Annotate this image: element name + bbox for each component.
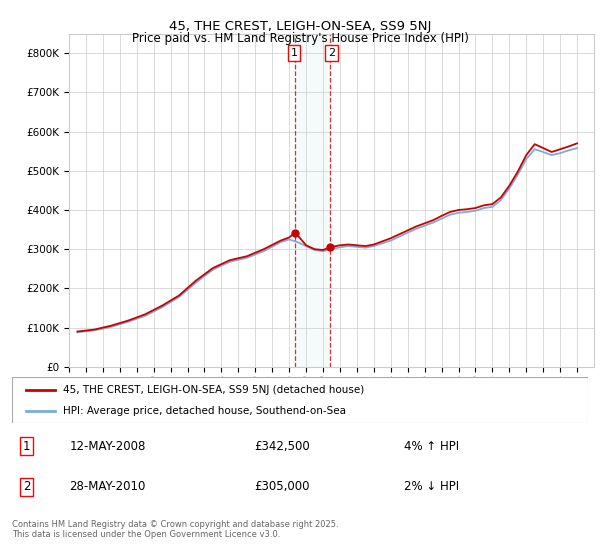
Text: 2% ↓ HPI: 2% ↓ HPI	[404, 480, 459, 493]
Text: 2: 2	[328, 48, 335, 58]
Text: 2: 2	[23, 480, 30, 493]
Text: 4% ↑ HPI: 4% ↑ HPI	[404, 440, 459, 453]
Bar	[295, 34, 330, 367]
Text: £305,000: £305,000	[254, 480, 310, 493]
Text: HPI: Average price, detached house, Southend-on-Sea: HPI: Average price, detached house, Sout…	[62, 406, 346, 416]
Text: 1: 1	[23, 440, 30, 453]
Text: 12-MAY-2008: 12-MAY-2008	[70, 440, 146, 453]
Text: 45, THE CREST, LEIGH-ON-SEA, SS9 5NJ (detached house): 45, THE CREST, LEIGH-ON-SEA, SS9 5NJ (de…	[62, 385, 364, 395]
Text: £342,500: £342,500	[254, 440, 310, 453]
FancyBboxPatch shape	[12, 377, 588, 423]
Text: 45, THE CREST, LEIGH-ON-SEA, SS9 5NJ: 45, THE CREST, LEIGH-ON-SEA, SS9 5NJ	[169, 20, 431, 32]
Text: 1: 1	[290, 48, 298, 58]
Text: Contains HM Land Registry data © Crown copyright and database right 2025.
This d: Contains HM Land Registry data © Crown c…	[12, 520, 338, 539]
Text: 28-MAY-2010: 28-MAY-2010	[70, 480, 146, 493]
Text: Price paid vs. HM Land Registry's House Price Index (HPI): Price paid vs. HM Land Registry's House …	[131, 32, 469, 45]
